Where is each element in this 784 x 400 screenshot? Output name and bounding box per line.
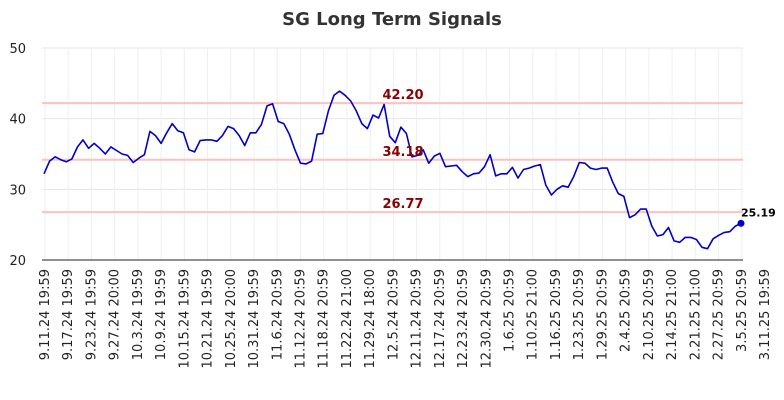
axes: 20 30 40 50 9.11.24 19:59 9.17.24 19:59 9.23.2… [9,42,773,369]
grid [42,47,743,260]
x-tick-label: 9.27.24 20:00 [108,269,123,360]
x-tick-label: 9.11.24 19:59 [38,269,53,360]
last-point-marker [737,219,745,227]
x-tick-label: 12.5.24 20:59 [386,269,401,360]
last-value-label: 25.19 [741,206,776,219]
signal-level-label: 42.20 [382,88,423,103]
y-tick-label: 40 [9,113,26,128]
x-tick-label: 10.21.24 19:59 [201,269,216,369]
x-tick-label: 10.3.24 19:59 [131,269,146,360]
x-tick-label: 11.29.24 18:00 [363,269,378,369]
signal-level-label: 26.77 [382,197,423,212]
x-tick-label: 2.10.25 20:59 [642,269,657,360]
x-tick-label: 3.11.25 19:59 [758,269,773,360]
x-tick-label: 1.16.25 20:59 [549,269,564,360]
x-tick-label: 1.29.25 20:59 [595,269,610,360]
x-tick-label: 11.22.24 21:00 [340,269,355,369]
x-tick-label: 12.11.24 20:59 [410,269,425,369]
x-tick-label: 10.15.24 19:59 [177,269,192,369]
x-tick-label: 12.23.24 20:59 [456,269,471,369]
level-labels: 25.19 42.20 34.18 26.77 [382,88,775,219]
y-tick-label: 20 [9,254,26,269]
y-tick-label: 30 [9,183,26,198]
x-tick-label: 12.17.24 20:59 [433,269,448,369]
x-tick-label: 11.12.24 20:59 [293,269,308,369]
signal-level-label: 34.18 [382,145,423,160]
x-tick-label: 11.18.24 20:59 [317,269,332,369]
x-tick-label: 10.31.24 19:59 [247,269,262,369]
x-tick-label: 1.23.25 20:59 [572,269,587,360]
x-tick-label: 2.4.25 20:59 [619,269,634,352]
x-tick-label: 9.17.24 19:59 [61,269,76,360]
x-tick-label: 10.25.24 20:00 [224,269,239,369]
x-tick-label: 1.6.25 20:59 [503,269,518,352]
x-tick-label: 2.14.25 21:00 [665,269,680,360]
x-tick-label: 2.21.25 21:00 [688,269,703,360]
x-tick-label: 2.27.25 20:59 [712,269,727,360]
x-tick-label: 10.9.24 19:59 [154,269,169,360]
y-tick-label: 50 [9,42,26,57]
x-tick-label: 1.10.25 21:00 [526,269,541,360]
price-line [43,90,742,250]
x-tick-label: 3.5.25 20:59 [735,269,750,352]
x-tick-label: 12.30.24 20:59 [479,269,494,369]
x-tick-label: 11.6.24 20:59 [270,269,285,360]
x-tick-label: 9.23.24 19:59 [84,269,99,360]
chart-title: SG Long Term Signals [282,9,502,30]
series [43,90,745,250]
signal-levels [42,102,743,214]
